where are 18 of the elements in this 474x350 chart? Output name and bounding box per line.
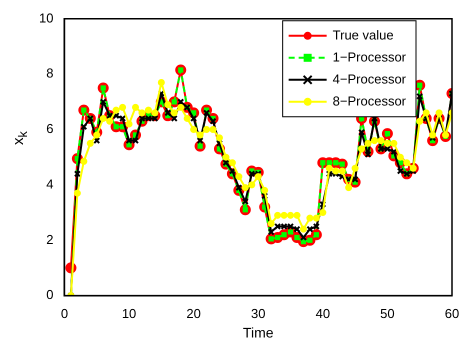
x-tick-label: 30 xyxy=(250,306,266,321)
y-tick-label: 2 xyxy=(46,232,54,247)
y-tick-label: 4 xyxy=(46,176,54,192)
y-tick-label: 6 xyxy=(46,121,54,136)
x-tick-label: 40 xyxy=(316,306,330,321)
legend-label: 8−Processor xyxy=(332,93,407,108)
legend-label: 4−Processor xyxy=(332,71,407,86)
x-tick-label: 0 xyxy=(60,306,68,321)
y-tick-label: 10 xyxy=(38,10,54,26)
y-tick-label: 0 xyxy=(46,287,54,302)
legend-label: True value xyxy=(332,27,394,42)
x-tick-label: 60 xyxy=(444,306,460,321)
legend-label: 1−Processor xyxy=(332,49,407,64)
x-tick-label: 10 xyxy=(122,306,136,321)
x-axis-title: Time xyxy=(242,324,274,340)
x-tick-label: 50 xyxy=(380,306,395,321)
x-tick-label: 20 xyxy=(186,306,201,321)
y-tick-label: 8 xyxy=(46,66,54,81)
